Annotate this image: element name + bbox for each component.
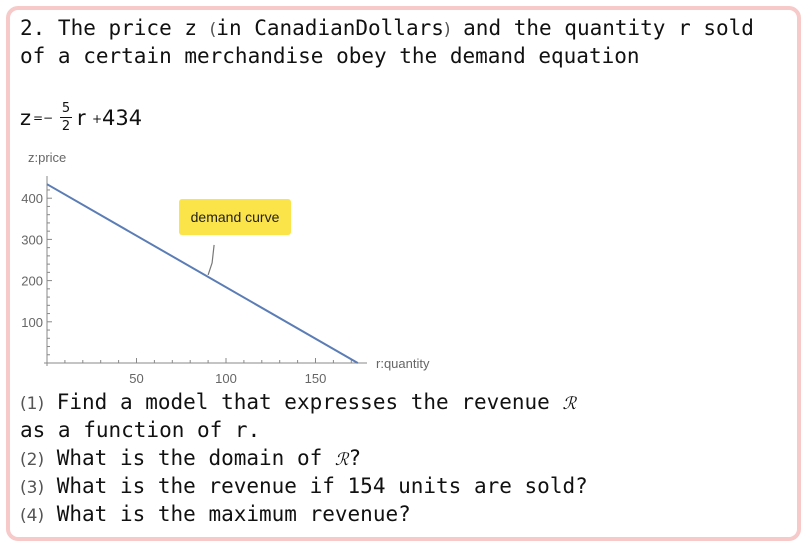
equation-constant: 434	[102, 106, 143, 130]
problem-text-a: 2. The price z	[20, 16, 210, 40]
question-2: (2) What is the domain of ℛ?	[20, 446, 361, 470]
question-text: What is the revenue if 154 units are sol…	[44, 474, 588, 498]
y-tick-label: 300	[21, 232, 43, 247]
question-1: (1) Find a model that expresses the reve…	[20, 390, 576, 414]
annotation-label: demand curve	[191, 209, 280, 225]
x-tick-label: 150	[305, 371, 327, 386]
problem-line-1: 2. The price z (in CanadianDollars) and …	[20, 16, 754, 40]
axis-ticks: 50 100 150 100 200 300 400	[21, 189, 352, 386]
question-number: (2)	[20, 450, 45, 470]
paren-open: (	[209, 20, 217, 40]
equation-variable: r	[77, 106, 86, 130]
annotation-pointer	[207, 244, 215, 276]
revenue-symbol: ℛ	[334, 450, 349, 470]
question-text: What is the domain of	[44, 446, 335, 470]
question-4: (4) What is the maximum revenue?	[20, 502, 411, 526]
problem-card	[6, 6, 801, 541]
x-axis-label: r:quantity	[376, 356, 430, 371]
problem-text-c: and the quantity r sold	[450, 16, 754, 40]
y-tick-label: 400	[21, 191, 43, 206]
question-number: (3)	[20, 478, 45, 498]
fraction-numerator: 5	[60, 101, 72, 118]
question-number: (1)	[20, 394, 45, 414]
annotation-box	[179, 199, 291, 235]
problem-line-2: of a certain merchandise obey the demand…	[20, 44, 640, 68]
question-text: What is the maximum revenue?	[44, 502, 411, 526]
paren-close: )	[443, 20, 451, 40]
revenue-symbol: ℛ	[562, 394, 577, 414]
problem-text-b: in CanadianDollars	[216, 16, 444, 40]
y-tick-label: 200	[21, 274, 43, 289]
x-tick-label: 50	[129, 371, 143, 386]
equation-equals-minus: =−	[33, 111, 54, 125]
equation-plus: +	[92, 112, 103, 126]
y-axis-label: z:price	[28, 150, 66, 165]
question-1-cont: as a function of r.	[20, 418, 260, 442]
question-3: (3) What is the revenue if 154 units are…	[20, 474, 588, 498]
y-tick-label: 100	[21, 315, 43, 330]
demand-curve-line	[46, 183, 359, 364]
question-tail: ?	[348, 446, 362, 470]
x-tick-label: 100	[215, 371, 237, 386]
equation-lhs: z	[20, 106, 32, 130]
equation-fraction: 5 2	[60, 100, 72, 136]
question-text: as a function of r.	[20, 418, 261, 442]
fraction-denominator: 2	[61, 119, 71, 134]
question-text: Find a model that expresses the revenue	[44, 390, 563, 414]
question-number: (4)	[20, 506, 45, 526]
